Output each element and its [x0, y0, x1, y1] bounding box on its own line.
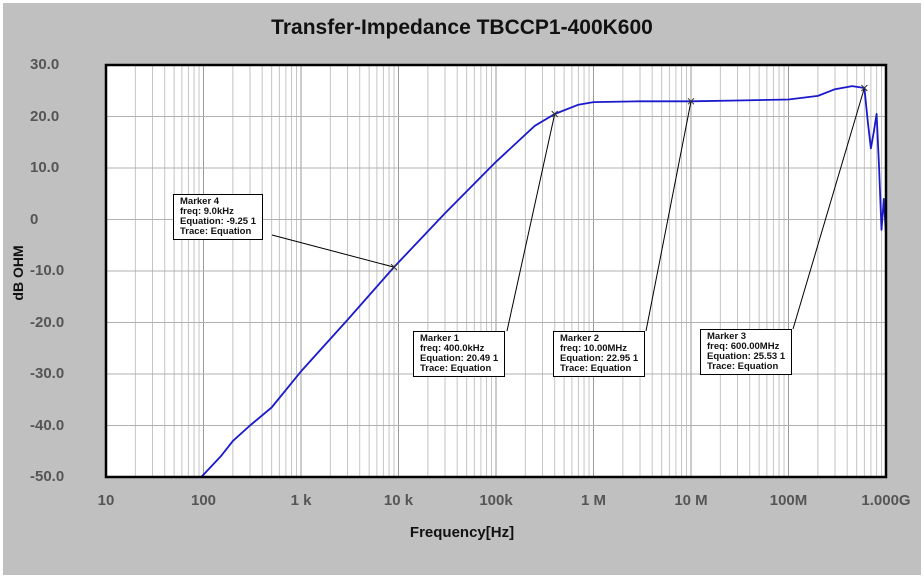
- y-tick-label: -20.0: [30, 313, 65, 331]
- x-tick-label: 100M: [769, 492, 808, 509]
- marker-text: Equation: 22.95 1: [560, 353, 639, 364]
- marker-text: freq: 400.0kHz: [420, 343, 485, 354]
- marker-text: Marker 4: [180, 196, 220, 207]
- x-tick-label: 100k: [479, 492, 513, 509]
- marker-text: Equation: -9.25 1: [180, 216, 257, 227]
- x-tick-label: 10 M: [674, 492, 708, 509]
- marker-text: Trace: Equation: [707, 361, 779, 372]
- y-tick-label: 0: [30, 210, 39, 228]
- y-tick-label: 20.0: [30, 107, 60, 125]
- marker-box: Marker 3 freq: 600.00MHz Equation: 25.53 1…: [700, 329, 793, 375]
- marker-text: freq: 10.00MHz: [560, 343, 628, 354]
- marker-text: freq: 9.0kHz: [180, 206, 234, 217]
- marker-text: Trace: Equation: [420, 363, 492, 374]
- x-tick-label: 100: [190, 492, 217, 509]
- x-tick-label: 10: [97, 492, 115, 509]
- y-tick-label: 10.0: [30, 159, 60, 176]
- y-tick-label: -30.0: [30, 365, 65, 382]
- x-tick-label: 10 k: [383, 492, 414, 509]
- marker-text: Trace: Equation: [560, 363, 632, 374]
- x-axis-label: Frequency[Hz]: [409, 524, 515, 541]
- x-tick-label: 1.000G: [861, 492, 911, 509]
- x-tick-label: 1 k: [290, 492, 312, 509]
- y-tick-label: -40.0: [30, 416, 65, 434]
- y-tick-label: -10.0: [30, 262, 65, 279]
- marker-text: Equation: 25.53 1: [707, 351, 786, 362]
- marker-text: freq: 600.00MHz: [707, 341, 780, 352]
- marker-box: Marker 4 freq: 9.0kHz Equation: -9.25 1 Tra…: [173, 194, 264, 240]
- marker-text: Marker 1: [420, 333, 460, 344]
- chart-title: Transfer-Impedance TBCCP1-400K600: [271, 16, 653, 39]
- y-tick-label: 30.0: [30, 56, 60, 73]
- marker-text: Equation: 20.49 1: [420, 353, 499, 364]
- marker-text: Marker 2: [560, 333, 600, 344]
- marker-text: Marker 3: [707, 331, 747, 342]
- marker-text: Trace: Equation: [180, 226, 252, 237]
- y-tick-label: -50.0: [30, 468, 65, 485]
- x-tick-label: 1 M: [580, 492, 606, 509]
